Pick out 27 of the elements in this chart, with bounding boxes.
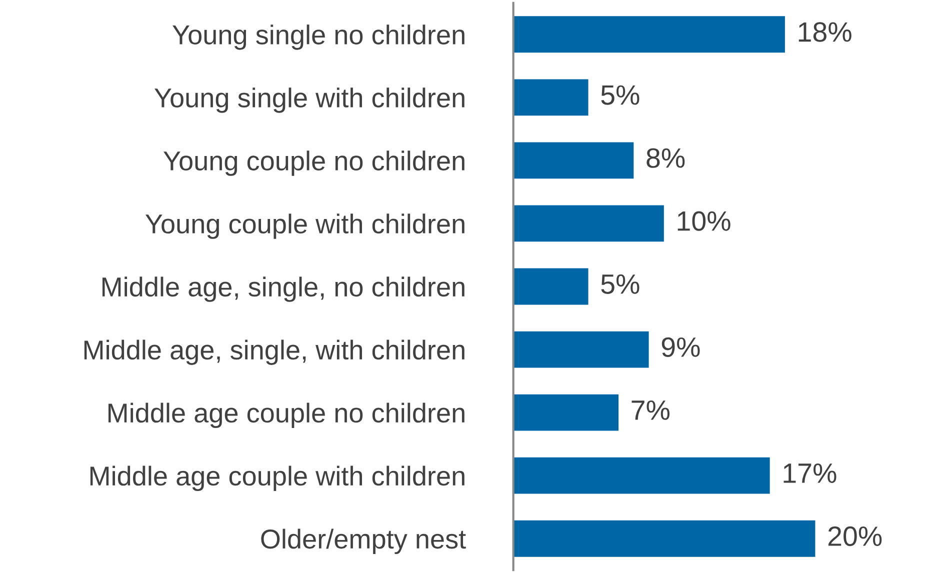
bar xyxy=(513,392,620,432)
data-label: 9% xyxy=(662,337,700,357)
y-tick-label: Middle age couple with children xyxy=(90,466,464,492)
y-tick-label: Young couple no children xyxy=(164,150,464,176)
data-label: 17% xyxy=(784,464,836,483)
y-tick-label: Middle age, single, with children xyxy=(84,340,464,365)
y-tick-label: Older/empty nest xyxy=(261,528,466,554)
data-label: 10% xyxy=(678,211,730,231)
bar xyxy=(513,140,636,180)
y-tick-label: Middle age, single, no children xyxy=(102,276,464,302)
data-label: 18% xyxy=(798,22,852,42)
bar xyxy=(513,14,786,54)
bar xyxy=(513,456,772,496)
y-tick-label: Young single no children xyxy=(172,24,464,50)
data-label: 5% xyxy=(601,85,640,105)
bar xyxy=(513,78,590,118)
bar xyxy=(513,204,666,244)
data-label: 7% xyxy=(632,400,670,420)
data-label: 8% xyxy=(646,148,685,168)
y-tick-label: Middle age couple no children xyxy=(108,402,464,428)
bar xyxy=(513,330,650,370)
data-label: 5% xyxy=(601,274,640,294)
y-tick-label: Young single with children xyxy=(154,88,464,113)
bar xyxy=(513,519,817,558)
data-label: 20% xyxy=(828,526,882,546)
bar xyxy=(513,266,590,306)
y-tick-label: Young couple with children xyxy=(145,214,464,239)
